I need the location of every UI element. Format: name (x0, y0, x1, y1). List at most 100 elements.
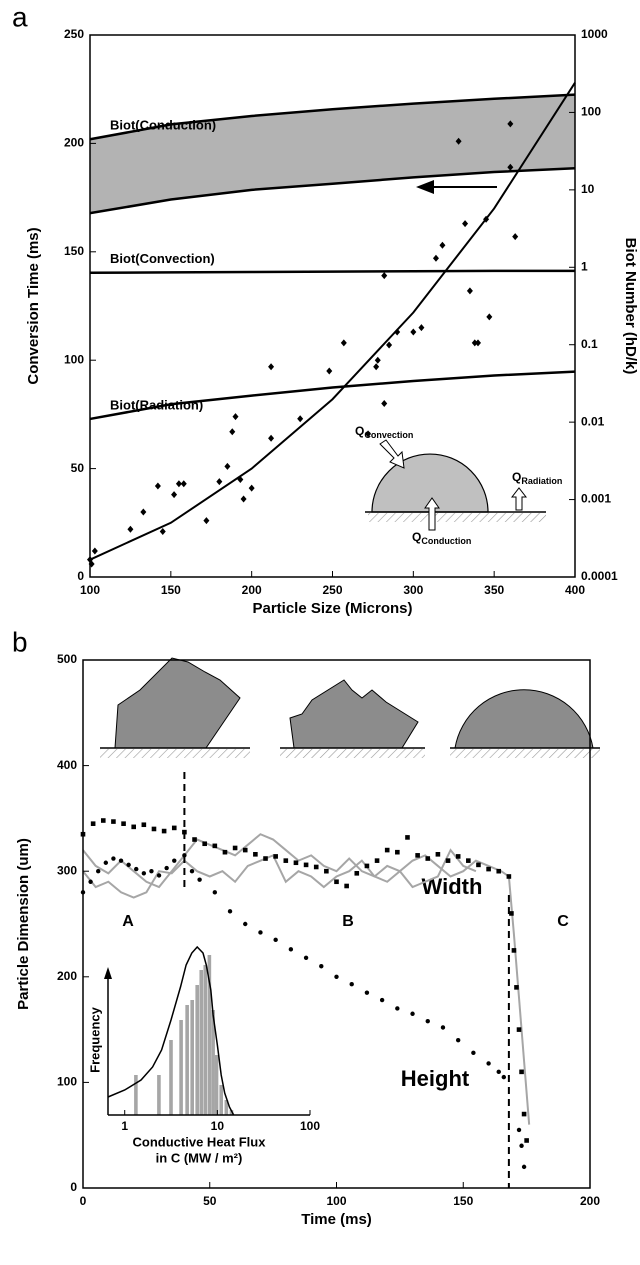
point (410, 328, 417, 336)
bar (214, 1055, 219, 1115)
point (501, 1074, 507, 1080)
point (224, 462, 231, 470)
point (222, 849, 228, 855)
point (151, 826, 157, 832)
line (89, 167, 576, 215)
point (324, 868, 329, 874)
point (253, 852, 258, 857)
point (455, 854, 461, 859)
y-tick-label: 400 (57, 758, 77, 772)
bar (157, 1075, 161, 1115)
point (486, 1061, 491, 1066)
point (365, 430, 372, 438)
band (90, 94, 575, 214)
x-tick-label: 100 (300, 1119, 320, 1133)
point (232, 845, 238, 851)
point (364, 990, 370, 995)
q-label: QRadiation (512, 470, 562, 486)
line (89, 82, 576, 561)
bar (229, 1110, 234, 1115)
point (509, 911, 514, 916)
point (483, 215, 490, 223)
point (445, 858, 451, 863)
point (283, 858, 289, 863)
y-tick-label: 300 (57, 863, 77, 877)
x-tick-label: 50 (203, 1194, 217, 1208)
y-tick-label: 150 (64, 244, 84, 258)
point (192, 837, 197, 842)
x-tick-label: 400 (565, 583, 585, 597)
point (164, 865, 169, 871)
region-label: C (557, 913, 569, 930)
y-tick-label: 100 (64, 352, 84, 366)
point (240, 495, 247, 503)
x-tick-label: 100 (80, 583, 100, 597)
point (100, 818, 106, 823)
point (486, 866, 491, 872)
schematic-b (100, 657, 600, 758)
point (519, 1143, 524, 1148)
point (471, 339, 478, 347)
point (103, 860, 109, 865)
series-label: Width (422, 874, 483, 899)
point (512, 233, 519, 241)
fit-line (107, 945, 235, 1116)
point (516, 1127, 522, 1133)
point (237, 475, 244, 483)
y-tick-label: 250 (64, 27, 84, 41)
bar (134, 1075, 138, 1115)
x-tick-label: 300 (403, 583, 423, 597)
x-axis-label: Particle Size (Microns) (252, 600, 412, 617)
point (319, 964, 324, 969)
y-axis-arrow (104, 967, 112, 979)
point (496, 868, 502, 874)
point (189, 869, 195, 874)
point (127, 525, 134, 533)
bar (207, 955, 212, 1115)
point (425, 1018, 430, 1024)
point (507, 163, 514, 171)
point (273, 937, 278, 943)
curve-label: Biot(Convection) (110, 251, 215, 266)
point (521, 1164, 527, 1170)
point (243, 921, 248, 927)
region-label: B (342, 913, 354, 930)
point (131, 824, 136, 830)
line (89, 269, 575, 275)
line (82, 848, 477, 899)
point (410, 1011, 415, 1016)
point (172, 858, 177, 863)
x-tick-label: 150 (453, 1194, 473, 1208)
point (496, 1069, 501, 1075)
panel-label: a (12, 1, 28, 32)
point (516, 1027, 522, 1032)
curve-label: Biot(Radiation) (110, 397, 203, 412)
point (216, 478, 223, 486)
point (227, 909, 233, 914)
point (405, 835, 410, 840)
point (418, 324, 425, 332)
point (506, 874, 512, 879)
point (521, 1111, 527, 1117)
point (334, 879, 339, 885)
point (471, 1050, 476, 1056)
curve-label: Biot(Conduction) (110, 118, 216, 133)
y2-tick-label: 1 (581, 259, 588, 273)
point (288, 947, 294, 952)
point (364, 863, 370, 869)
point (326, 367, 333, 375)
bar (211, 1010, 215, 1115)
point (212, 843, 218, 849)
point (149, 869, 154, 874)
point (507, 120, 514, 128)
x-tick-label: 10 (211, 1119, 225, 1133)
point (395, 849, 400, 855)
point (519, 1069, 524, 1075)
point (258, 930, 263, 935)
point (156, 873, 162, 878)
point (394, 328, 401, 336)
point (374, 858, 380, 863)
point (159, 527, 166, 535)
point (232, 413, 239, 421)
